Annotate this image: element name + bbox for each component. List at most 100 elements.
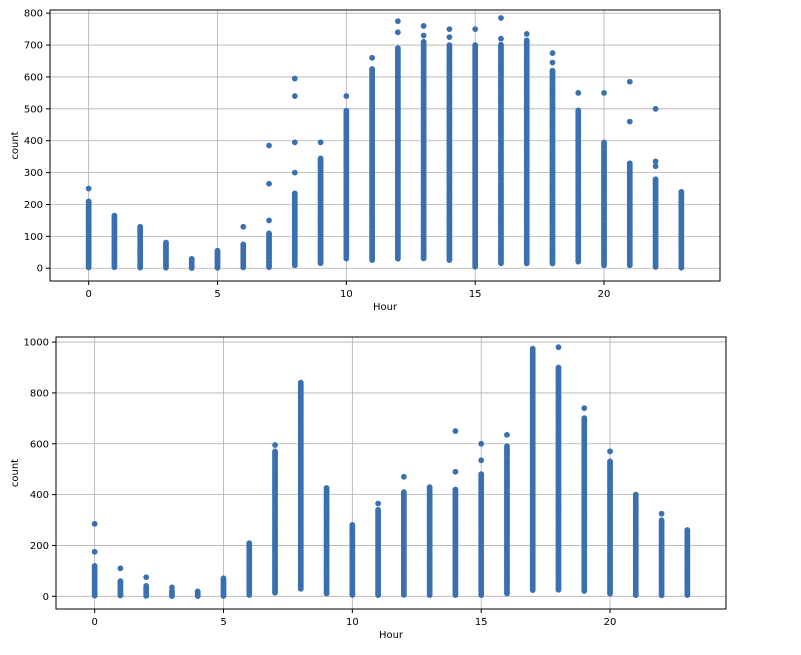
- data-point: [400, 591, 407, 598]
- data-point: [652, 264, 659, 270]
- data-point: [169, 584, 175, 591]
- data-point: [575, 89, 582, 96]
- data-point: [478, 440, 485, 447]
- data-point: [375, 592, 382, 599]
- data-point: [394, 255, 401, 262]
- y-tick-label: 800: [24, 9, 43, 20]
- data-point: [194, 593, 201, 599]
- y-tick-label: 800: [30, 388, 49, 399]
- data-point: [658, 592, 665, 599]
- data-point: [117, 565, 124, 572]
- data-point: [581, 405, 588, 412]
- y-tick-label: 500: [24, 104, 43, 115]
- data-point: [555, 344, 562, 351]
- data-point: [91, 592, 98, 599]
- data-point: [317, 260, 324, 267]
- data-point: [291, 139, 298, 146]
- x-tick-label: 10: [346, 617, 359, 628]
- data-point: [111, 264, 118, 271]
- data-point: [266, 142, 272, 149]
- x-axis-label: Hour: [373, 302, 398, 313]
- data-point: [349, 592, 356, 598]
- data-point: [291, 262, 298, 269]
- y-tick-label: 200: [24, 200, 43, 211]
- data-point: [297, 585, 304, 592]
- x-tick-label: 5: [220, 617, 226, 628]
- data-point: [452, 592, 459, 598]
- data-point: [169, 593, 175, 600]
- y-tick-label: 0: [43, 592, 49, 603]
- data-point: [498, 35, 504, 42]
- data-point: [529, 587, 536, 593]
- data-point: [291, 169, 298, 176]
- y-tick-label: 700: [24, 41, 43, 52]
- x-tick-label: 15: [475, 617, 488, 628]
- scatter-points: [85, 15, 685, 271]
- y-tick-label: 600: [30, 439, 49, 450]
- data-point: [684, 592, 691, 598]
- x-tick-label: 20: [604, 617, 617, 628]
- data-point: [143, 592, 150, 599]
- data-point: [214, 247, 221, 254]
- data-point: [85, 185, 92, 192]
- data-point: [575, 258, 582, 265]
- data-point: [420, 255, 427, 262]
- data-point: [678, 264, 685, 271]
- data-point: [240, 223, 247, 230]
- x-tick-label: 15: [469, 289, 482, 300]
- data-point: [626, 78, 633, 85]
- data-point: [472, 263, 479, 270]
- plot-frame: [49, 9, 721, 282]
- data-point: [504, 590, 510, 597]
- x-tick-label: 20: [598, 289, 611, 300]
- data-point: [452, 428, 459, 434]
- data-point: [266, 217, 272, 224]
- data-point: [626, 262, 633, 269]
- data-point: [472, 26, 479, 33]
- y-tick-label: 300: [24, 168, 43, 179]
- data-point: [266, 180, 272, 187]
- data-point: [446, 34, 453, 40]
- y-tick-label: 400: [30, 490, 49, 501]
- data-point: [426, 592, 433, 598]
- data-point: [523, 31, 530, 37]
- data-point: [420, 23, 427, 29]
- data-point: [343, 255, 350, 262]
- data-point: [117, 592, 124, 599]
- data-point: [581, 588, 588, 594]
- data-point: [478, 592, 485, 598]
- data-point: [446, 257, 453, 263]
- data-point: [369, 54, 376, 61]
- data-point: [317, 139, 324, 146]
- data-point: [291, 93, 298, 99]
- data-point: [549, 260, 556, 267]
- data-point: [220, 593, 227, 599]
- data-point: [498, 260, 504, 267]
- data-point: [420, 32, 427, 39]
- data-point: [549, 59, 556, 66]
- y-tick-label: 400: [24, 136, 43, 147]
- data-point: [498, 15, 504, 21]
- y-tick-label: 100: [24, 232, 43, 243]
- data-point: [607, 590, 613, 597]
- data-point: [266, 264, 272, 271]
- data-point: [394, 18, 401, 25]
- data-point: [291, 75, 298, 82]
- data-point: [549, 50, 556, 56]
- y-axis-label: count: [10, 131, 21, 159]
- scatter-points: [91, 344, 691, 600]
- x-axis-label: Hour: [379, 630, 404, 641]
- data-point: [523, 260, 530, 267]
- data-point: [137, 264, 144, 271]
- data-point: [555, 586, 562, 593]
- data-point: [272, 589, 278, 596]
- data-point: [601, 262, 607, 269]
- data-point: [240, 264, 247, 271]
- data-point: [626, 118, 633, 125]
- data-point: [214, 264, 221, 271]
- data-point: [607, 448, 613, 455]
- y-tick-label: 1000: [24, 338, 49, 349]
- data-point: [91, 548, 98, 555]
- data-point: [272, 442, 278, 448]
